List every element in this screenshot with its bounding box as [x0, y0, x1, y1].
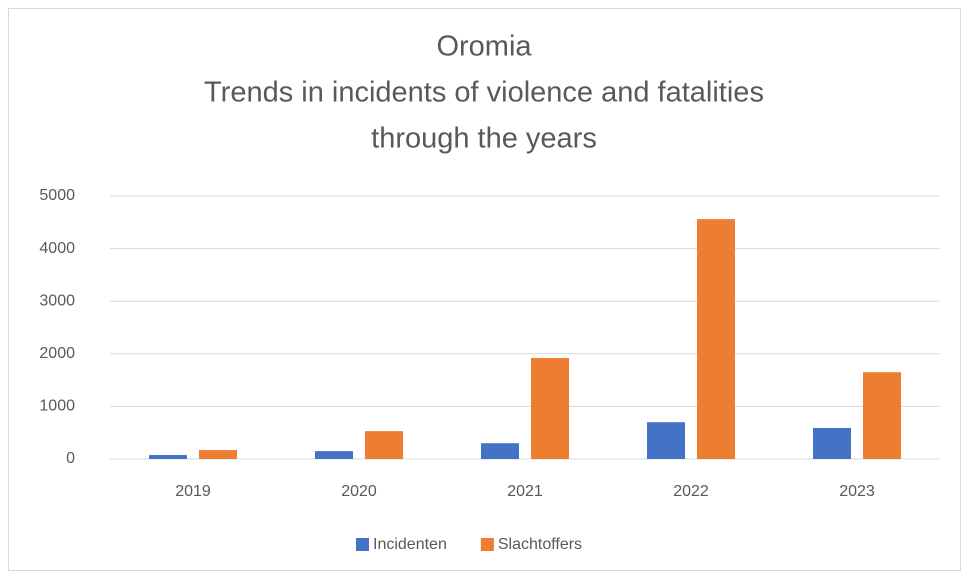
x-tick-label: 2023 — [839, 483, 875, 500]
bar — [813, 427, 851, 459]
chart-title: through the years — [371, 123, 597, 155]
legend-swatch — [356, 538, 369, 551]
x-tick-label: 2019 — [175, 483, 211, 500]
x-tick-label: 2022 — [673, 483, 709, 500]
chart-border — [8, 8, 961, 571]
bar — [199, 450, 237, 459]
y-tick-label: 1000 — [39, 398, 75, 415]
x-tick-label: 2020 — [341, 483, 377, 500]
y-tick-label: 4000 — [39, 240, 75, 257]
bar — [149, 455, 187, 459]
y-tick-label: 3000 — [39, 292, 75, 309]
bar — [531, 358, 569, 459]
x-tick-label: 2021 — [507, 483, 543, 500]
chart-title: Oromia — [436, 31, 532, 63]
bar — [697, 219, 735, 459]
legend-label: Incidenten — [373, 536, 447, 553]
bar — [863, 372, 901, 459]
bar — [481, 443, 519, 459]
y-tick-label: 2000 — [39, 345, 75, 362]
bar — [365, 431, 403, 459]
bar — [647, 422, 685, 459]
legend-swatch — [480, 538, 494, 551]
y-tick-label: 0 — [66, 450, 75, 467]
chart-title: Trends in incidents of violence and fata… — [204, 77, 764, 109]
legend-label: Slachtoffers — [498, 536, 582, 553]
bar — [315, 451, 353, 459]
y-tick-label: 5000 — [39, 187, 75, 204]
